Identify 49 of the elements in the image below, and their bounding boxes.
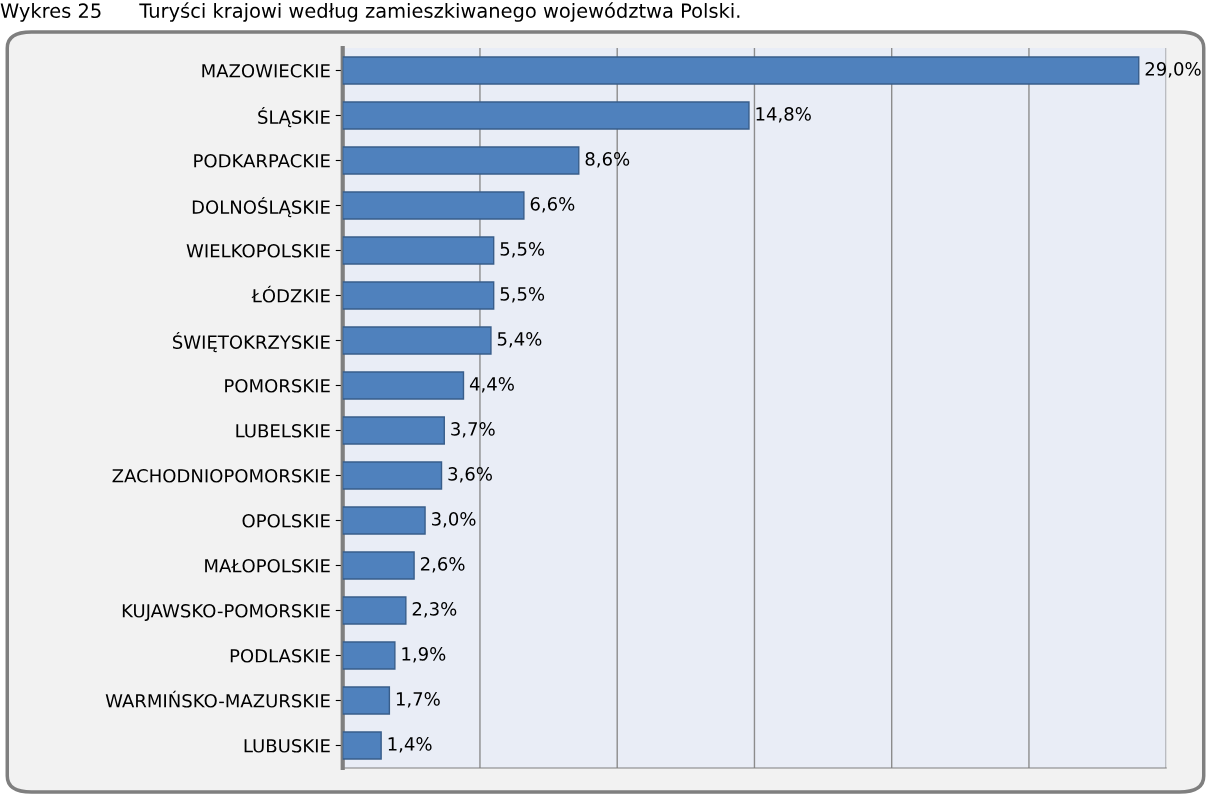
bar [342, 371, 465, 400]
bar [342, 731, 382, 760]
bar [342, 416, 445, 445]
bar [342, 191, 525, 220]
bar [342, 641, 396, 670]
y-tick-label: PODKARPACKIE [194, 153, 330, 168]
y-tick-label: PODLASKIE [230, 648, 330, 663]
y-tick-label: ŁÓDZKIE [251, 285, 330, 303]
data-label: 5,4% [497, 332, 542, 348]
data-label: 5,5% [500, 287, 545, 303]
data-label: 8,6% [585, 152, 630, 168]
bar [342, 56, 1140, 85]
bar [342, 686, 391, 715]
bar [342, 146, 580, 175]
y-tick-label: LUBELSKIE [236, 423, 330, 438]
y-tick-label: WIELKOPOLSKIE [186, 243, 330, 258]
data-label: 1,4% [388, 737, 432, 753]
data-label: 4,4% [469, 377, 514, 393]
chart-title: Wykres 25 Turyści krajowi według zamieszkiwanego województwa Polski. [0, 2, 740, 22]
data-label: 29,0% [1145, 62, 1201, 78]
bar [342, 506, 426, 535]
y-tick-label: ŚLĄSKIE [258, 107, 330, 128]
data-label: 6,6% [530, 197, 575, 213]
y-tick-label: OPOLSKIE [242, 513, 330, 528]
data-label: 3,0% [431, 512, 476, 528]
y-tick-label: MAZOWIECKIE [202, 63, 330, 78]
data-label: 5,5% [500, 242, 545, 258]
bar [342, 596, 407, 625]
bar [342, 281, 495, 310]
bar [342, 461, 443, 490]
y-tick-label: KUJAWSKO-POMORSKIE [122, 603, 330, 621]
y-tick-label: ŚWIĘTOKRZYSKIE [172, 332, 330, 353]
data-label: 1,7% [396, 692, 440, 708]
y-tick-label: POMORSKIE [225, 378, 330, 393]
data-label: 1,9% [402, 647, 446, 663]
data-label: 2,6% [420, 557, 465, 573]
bar [342, 236, 495, 265]
y-tick-label: LUBUSKIE [244, 738, 330, 753]
data-label: 2,3% [412, 602, 457, 618]
bar [342, 101, 750, 130]
y-tick-label: MAŁOPOLSKIE [205, 558, 330, 573]
y-tick-label: DOLNOŚLĄSKIE [192, 197, 330, 218]
bar [342, 326, 492, 355]
bar [342, 551, 415, 580]
data-label: 14,8% [756, 107, 811, 123]
data-label: 3,7% [451, 422, 495, 438]
data-label: 3,6% [448, 467, 492, 483]
y-tick-label: WARMIŃSKO-MAZURSKIE [105, 690, 330, 708]
y-tick-label: ZACHODNIOPOMORSKIE [112, 468, 330, 483]
